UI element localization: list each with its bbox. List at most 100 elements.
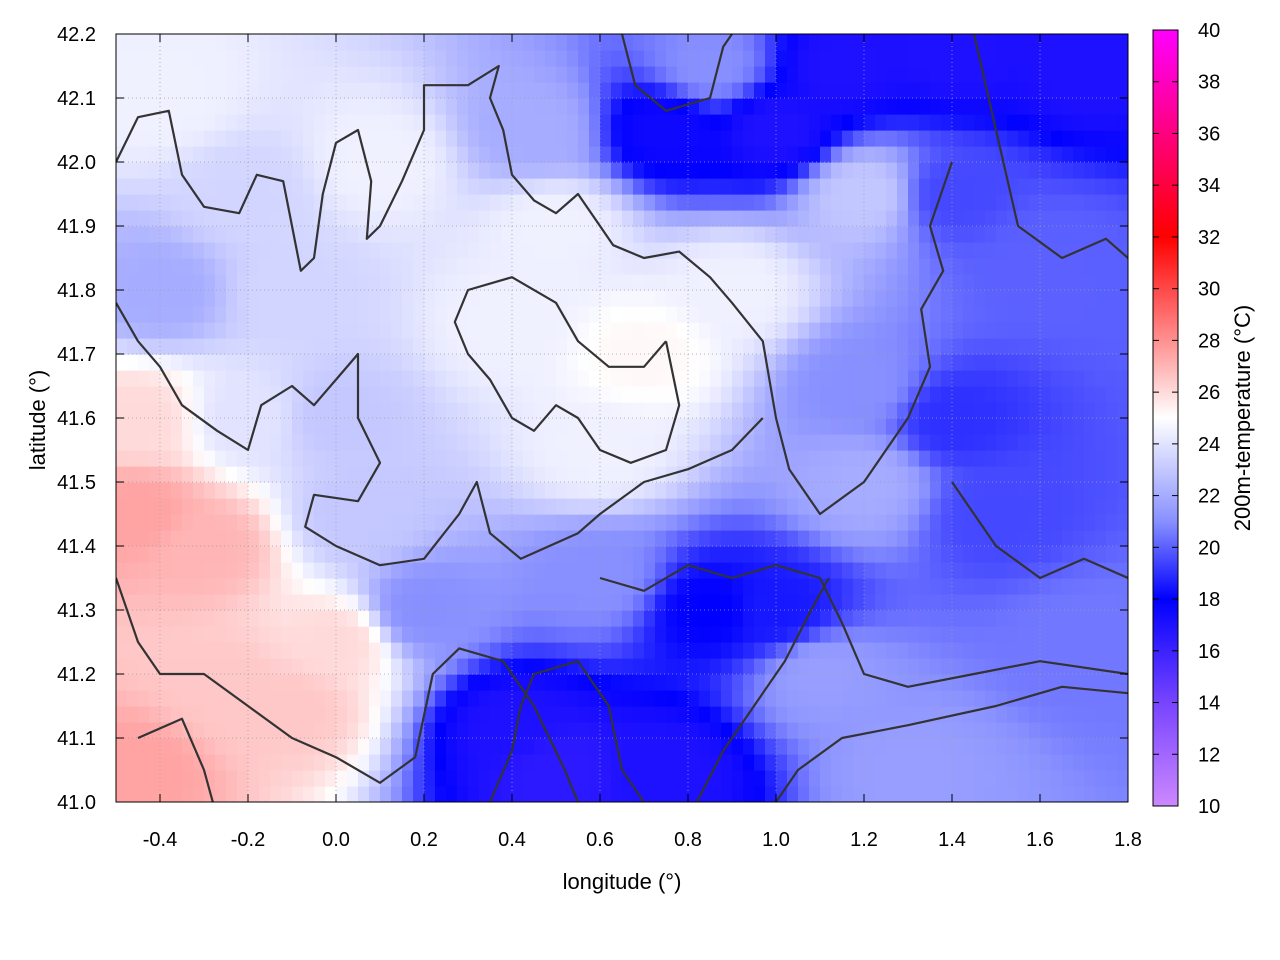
heatmap-cell — [787, 706, 799, 723]
heatmap-cell — [974, 722, 986, 739]
heatmap-cell — [875, 386, 887, 403]
heatmap-cell — [1073, 722, 1085, 739]
heatmap-cell — [710, 514, 722, 531]
heatmap-cell — [655, 50, 667, 67]
heatmap-cell — [369, 82, 381, 99]
heatmap-cell — [941, 514, 953, 531]
heatmap-cell — [974, 626, 986, 643]
heatmap-cell — [237, 210, 249, 227]
heatmap-cell — [1018, 210, 1030, 227]
heatmap-cell — [754, 322, 766, 339]
heatmap-cell — [930, 498, 942, 515]
heatmap-cell — [1051, 194, 1063, 211]
heatmap-cell — [820, 706, 832, 723]
heatmap-cell — [589, 642, 601, 659]
colorbar-tick-label: 34 — [1198, 175, 1220, 197]
heatmap-cell — [501, 546, 513, 563]
heatmap-cell — [259, 690, 271, 707]
heatmap-cell — [842, 194, 854, 211]
heatmap-cell — [589, 34, 601, 51]
heatmap-cell — [578, 354, 590, 371]
heatmap-cell — [567, 98, 579, 115]
heatmap-cell — [380, 306, 392, 323]
heatmap-cell — [127, 338, 139, 355]
heatmap-cell — [1106, 434, 1118, 451]
heatmap-cell — [1007, 354, 1019, 371]
heatmap-cell — [732, 578, 744, 595]
heatmap-cell — [556, 706, 568, 723]
heatmap-cell — [666, 722, 678, 739]
heatmap-cell — [545, 82, 557, 99]
heatmap-cell — [116, 226, 128, 243]
heatmap-cell — [743, 786, 755, 802]
heatmap-cell — [853, 482, 865, 499]
heatmap-cell — [699, 514, 711, 531]
heatmap-cell — [677, 562, 689, 579]
heatmap-cell — [699, 690, 711, 707]
heatmap-cell — [424, 674, 436, 691]
heatmap-cell — [743, 274, 755, 291]
heatmap-cell — [193, 338, 205, 355]
heatmap-cell — [1029, 626, 1041, 643]
heatmap-cell — [512, 258, 524, 275]
heatmap-cell — [457, 722, 469, 739]
heatmap-cell — [182, 450, 194, 467]
heatmap-cell — [732, 338, 744, 355]
heatmap-cell — [226, 706, 238, 723]
heatmap-cell — [149, 178, 161, 195]
heatmap-cell — [1062, 98, 1074, 115]
heatmap-cell — [1117, 418, 1128, 435]
heatmap-cell — [897, 482, 909, 499]
heatmap-cell — [809, 322, 821, 339]
heatmap-cell — [435, 738, 447, 755]
heatmap-cell — [985, 210, 997, 227]
heatmap-cell — [798, 354, 810, 371]
heatmap-cell — [688, 674, 700, 691]
heatmap-cell — [996, 578, 1008, 595]
heatmap-cell — [721, 450, 733, 467]
heatmap-cell — [1084, 162, 1096, 179]
heatmap-cell — [732, 306, 744, 323]
heatmap-cell — [303, 674, 315, 691]
heatmap-cell — [193, 450, 205, 467]
heatmap-cell — [622, 514, 634, 531]
heatmap-cell — [380, 706, 392, 723]
heatmap-cell — [930, 434, 942, 451]
heatmap-cell — [127, 642, 139, 659]
heatmap-cell — [160, 130, 172, 147]
heatmap-cell — [677, 274, 689, 291]
heatmap-cell — [248, 434, 260, 451]
heatmap-cell — [589, 386, 601, 403]
heatmap-cell — [1106, 482, 1118, 499]
heatmap-cell — [457, 82, 469, 99]
heatmap-cell — [831, 738, 843, 755]
heatmap-cell — [1095, 210, 1107, 227]
heatmap-cell — [875, 354, 887, 371]
heatmap-cell — [358, 514, 370, 531]
heatmap-cell — [556, 642, 568, 659]
heatmap-cell — [116, 290, 128, 307]
heatmap-cell — [116, 402, 128, 419]
heatmap-cell — [611, 690, 623, 707]
heatmap-cell — [996, 674, 1008, 691]
heatmap-cell — [468, 466, 480, 483]
heatmap-cell — [226, 514, 238, 531]
heatmap-cell — [116, 530, 128, 547]
heatmap-cell — [1029, 690, 1041, 707]
heatmap-cell — [182, 98, 194, 115]
heatmap-cell — [1117, 658, 1128, 675]
heatmap-cell — [402, 482, 414, 499]
heatmap-cell — [336, 466, 348, 483]
heatmap-cell — [545, 338, 557, 355]
heatmap-cell — [820, 194, 832, 211]
heatmap-cell — [1029, 194, 1041, 211]
heatmap-cell — [1084, 34, 1096, 51]
heatmap-cell — [248, 466, 260, 483]
heatmap-cell — [908, 290, 920, 307]
heatmap-cell — [138, 658, 150, 675]
heatmap-cell — [677, 146, 689, 163]
heatmap-cell — [457, 754, 469, 771]
heatmap-cell — [259, 50, 271, 67]
heatmap-cell — [248, 242, 260, 259]
heatmap-cell — [567, 66, 579, 83]
